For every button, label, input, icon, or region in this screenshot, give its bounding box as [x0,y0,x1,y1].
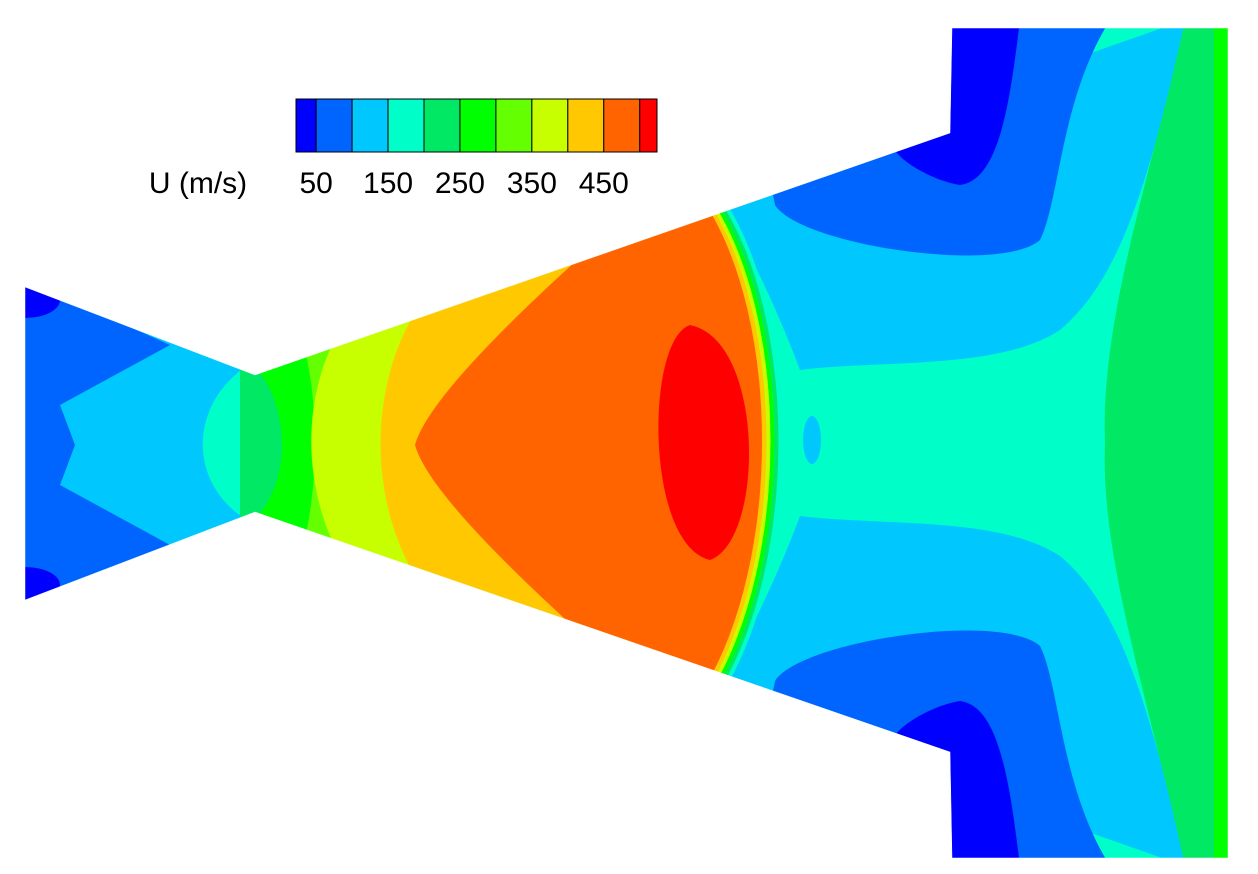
colorbar-tick-label: 50 [299,167,332,200]
contour-region [658,325,750,560]
colorbar-segment [495,98,533,153]
contour-region [895,701,1020,858]
shock-band [708,198,771,692]
colorbar-segment [531,98,569,153]
contour-region [415,100,780,780]
colorbar-tick-label: 250 [435,167,485,200]
colorbar-segment [315,98,353,153]
colorbar-segment [351,98,389,153]
colorbar-tick-label: 150 [363,167,413,200]
colorbar-segment [459,98,497,153]
domain-outline [24,27,1229,859]
shock-band [712,198,775,692]
colorbar-segment [603,98,641,153]
colorbar-segment [295,98,317,153]
colorbar-segment [423,98,461,153]
contour-region [803,416,821,464]
colorbar: U (m/s) 50 150 250 350 450 [149,98,658,200]
colorbar-segment [567,98,605,153]
colorbar-label: U (m/s) [149,167,247,200]
contour-region [1214,28,1228,858]
contour-region [1104,28,1228,858]
colorbar-segment [387,98,425,153]
colorbar-tick-label: 350 [507,167,557,200]
shock-band [720,198,783,692]
shock-band [716,198,779,692]
colorbar-segment [639,98,658,153]
contour-region [25,280,170,610]
shock-band [703,198,767,692]
colorbar-tick-label: 450 [579,167,629,200]
contour-region [895,28,1020,185]
